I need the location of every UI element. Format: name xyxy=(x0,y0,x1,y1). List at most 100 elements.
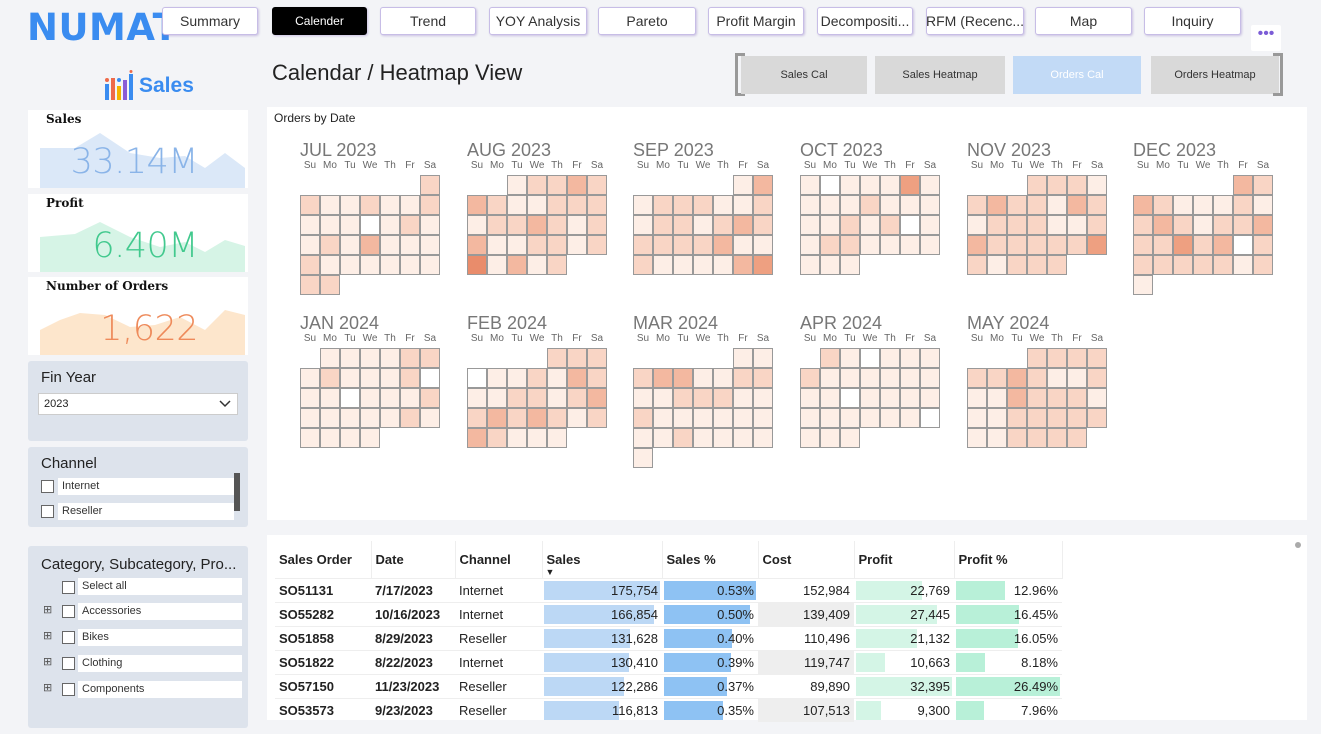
day-cell[interactable] xyxy=(527,175,547,195)
day-cell[interactable] xyxy=(420,195,440,215)
day-cell[interactable] xyxy=(547,215,567,235)
day-cell[interactable] xyxy=(1213,195,1233,215)
day-cell[interactable] xyxy=(1027,348,1047,368)
day-cell[interactable] xyxy=(507,428,527,448)
day-cell[interactable] xyxy=(900,175,920,195)
day-cell[interactable] xyxy=(300,388,320,408)
day-cell[interactable] xyxy=(1153,215,1173,235)
day-cell[interactable] xyxy=(340,195,360,215)
day-cell[interactable] xyxy=(1087,388,1107,408)
day-cell[interactable] xyxy=(320,388,340,408)
day-cell[interactable] xyxy=(507,368,527,388)
day-cell[interactable] xyxy=(733,255,753,275)
day-cell[interactable] xyxy=(713,408,733,428)
day-cell[interactable] xyxy=(340,215,360,235)
day-cell[interactable] xyxy=(300,368,320,388)
day-cell[interactable] xyxy=(1047,368,1067,388)
day-cell[interactable] xyxy=(800,408,820,428)
day-cell[interactable] xyxy=(1133,255,1153,275)
day-cell[interactable] xyxy=(587,388,607,408)
day-cell[interactable] xyxy=(1007,215,1027,235)
day-cell[interactable] xyxy=(547,255,567,275)
day-cell[interactable] xyxy=(753,235,773,255)
day-cell[interactable] xyxy=(380,368,400,388)
toggle-sales-heatmap[interactable]: Sales Heatmap xyxy=(875,56,1005,94)
day-cell[interactable] xyxy=(320,255,340,275)
day-cell[interactable] xyxy=(467,368,487,388)
day-cell[interactable] xyxy=(713,368,733,388)
day-cell[interactable] xyxy=(380,388,400,408)
day-cell[interactable] xyxy=(987,388,1007,408)
day-cell[interactable] xyxy=(1007,408,1027,428)
day-cell[interactable] xyxy=(1193,235,1213,255)
day-cell[interactable] xyxy=(1067,388,1087,408)
day-cell[interactable] xyxy=(733,195,753,215)
option-internet[interactable]: Internet xyxy=(58,478,234,495)
day-cell[interactable] xyxy=(360,195,380,215)
day-cell[interactable] xyxy=(1193,215,1213,235)
day-cell[interactable] xyxy=(507,215,527,235)
day-cell[interactable] xyxy=(567,235,587,255)
day-cell[interactable] xyxy=(900,235,920,255)
toggle-orders-cal[interactable]: Orders Cal xyxy=(1013,56,1141,94)
day-cell[interactable] xyxy=(713,428,733,448)
day-cell[interactable] xyxy=(840,428,860,448)
day-cell[interactable] xyxy=(967,255,987,275)
day-cell[interactable] xyxy=(380,215,400,235)
day-cell[interactable] xyxy=(840,215,860,235)
toggle-orders-heatmap[interactable]: Orders Heatmap xyxy=(1151,56,1279,94)
day-cell[interactable] xyxy=(693,428,713,448)
day-cell[interactable] xyxy=(693,215,713,235)
nav-tab-6[interactable]: Decompositi... xyxy=(817,7,913,35)
col-header-sales-order[interactable]: Sales Order xyxy=(275,541,372,578)
day-cell[interactable] xyxy=(340,348,360,368)
day-cell[interactable] xyxy=(567,195,587,215)
day-cell[interactable] xyxy=(673,408,693,428)
day-cell[interactable] xyxy=(860,175,880,195)
more-options-button[interactable]: ••• xyxy=(1251,25,1281,51)
day-cell[interactable] xyxy=(653,215,673,235)
day-cell[interactable] xyxy=(507,195,527,215)
day-cell[interactable] xyxy=(360,428,380,448)
day-cell[interactable] xyxy=(567,348,587,368)
day-cell[interactable] xyxy=(1087,408,1107,428)
scroll-indicator[interactable] xyxy=(1295,542,1301,548)
day-cell[interactable] xyxy=(860,348,880,368)
nav-tab-0[interactable]: Summary xyxy=(162,7,258,35)
checkbox-internet[interactable] xyxy=(41,480,54,493)
day-cell[interactable] xyxy=(880,388,900,408)
day-cell[interactable] xyxy=(360,235,380,255)
day-cell[interactable] xyxy=(1173,195,1193,215)
day-cell[interactable] xyxy=(880,348,900,368)
day-cell[interactable] xyxy=(360,255,380,275)
day-cell[interactable] xyxy=(673,368,693,388)
day-cell[interactable] xyxy=(987,255,1007,275)
col-header-cost[interactable]: Cost xyxy=(758,541,855,578)
day-cell[interactable] xyxy=(400,388,420,408)
day-cell[interactable] xyxy=(900,408,920,428)
day-cell[interactable] xyxy=(840,235,860,255)
option-components[interactable]: Components xyxy=(78,681,242,698)
day-cell[interactable] xyxy=(800,368,820,388)
day-cell[interactable] xyxy=(753,388,773,408)
col-header-profit[interactable]: Profit xyxy=(854,541,955,578)
day-cell[interactable] xyxy=(860,215,880,235)
day-cell[interactable] xyxy=(487,368,507,388)
day-cell[interactable] xyxy=(1007,388,1027,408)
day-cell[interactable] xyxy=(1027,235,1047,255)
day-cell[interactable] xyxy=(693,195,713,215)
day-cell[interactable] xyxy=(567,175,587,195)
day-cell[interactable] xyxy=(360,408,380,428)
day-cell[interactable] xyxy=(587,348,607,368)
day-cell[interactable] xyxy=(987,235,1007,255)
day-cell[interactable] xyxy=(1007,368,1027,388)
day-cell[interactable] xyxy=(467,388,487,408)
day-cell[interactable] xyxy=(967,368,987,388)
day-cell[interactable] xyxy=(880,408,900,428)
day-cell[interactable] xyxy=(920,388,940,408)
day-cell[interactable] xyxy=(753,175,773,195)
day-cell[interactable] xyxy=(633,235,653,255)
day-cell[interactable] xyxy=(380,235,400,255)
day-cell[interactable] xyxy=(420,408,440,428)
day-cell[interactable] xyxy=(1133,235,1153,255)
